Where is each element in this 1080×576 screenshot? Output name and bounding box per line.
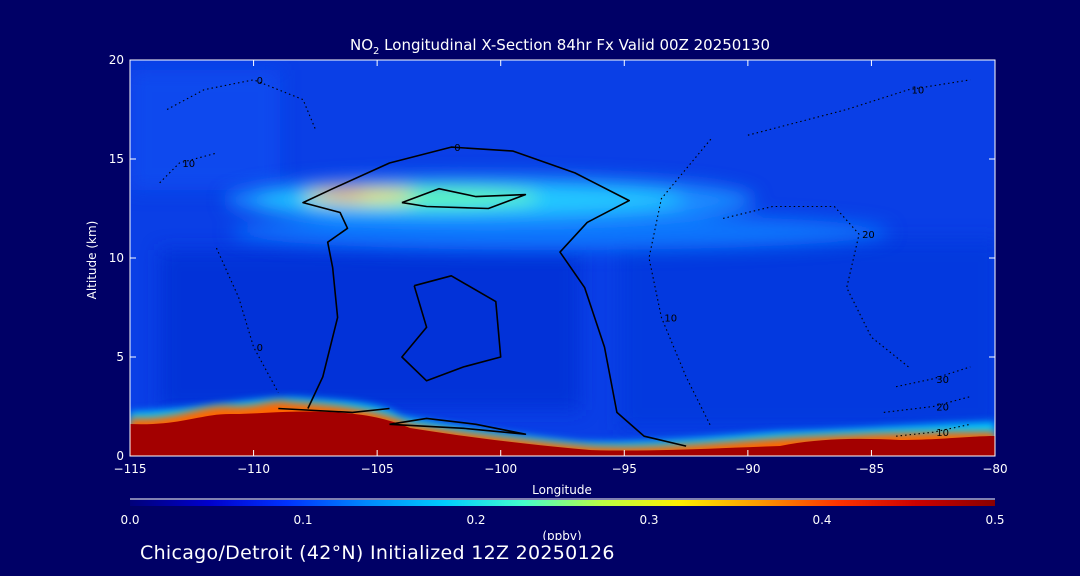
x-tick-label: −85 <box>859 462 884 476</box>
contour-label: 0 <box>257 76 263 87</box>
contour-label: 10 <box>182 159 195 170</box>
field-shading <box>130 70 995 430</box>
contour-dotted <box>896 423 971 437</box>
contour-solid <box>278 407 390 414</box>
contour-dotted <box>215 247 279 393</box>
field-upper-left <box>130 70 280 190</box>
colorbar-tick-label: 0.1 <box>293 513 312 527</box>
no2-cross-section-chart: NO2 Longitudinal X-Section 84hr Fx Valid… <box>85 36 1008 543</box>
field-darker-lower <box>160 250 580 410</box>
contour-lines: 0 0 10 0 10 20 10 30 20 10 <box>159 76 971 447</box>
colorbar-gradient <box>130 500 995 506</box>
contour-label: 20 <box>862 230 875 241</box>
contour-label: 10 <box>936 428 949 439</box>
contour-solid <box>389 417 527 436</box>
colorbar-ticks: 0.0 0.1 0.2 0.3 0.4 0.5 <box>120 513 1004 527</box>
x-axis-label: Longitude <box>532 483 592 497</box>
contour-label: 0 <box>454 143 460 154</box>
x-tick-label: −95 <box>612 462 637 476</box>
colorbar-tick-label: 0.0 <box>120 513 139 527</box>
contour-dotted <box>166 79 316 130</box>
x-tick-label: −105 <box>361 462 394 476</box>
x-axis: −115 −110 −105 −100 −95 −90 −85 −80 <box>114 60 1008 476</box>
x-tick-label: −100 <box>484 462 517 476</box>
surface-red <box>130 411 995 456</box>
contour-dotted <box>648 138 712 427</box>
y-tick-label: 0 <box>116 449 124 463</box>
colorbar-tick-label: 0.3 <box>639 513 658 527</box>
contour-label: 30 <box>936 375 949 386</box>
y-tick-label: 15 <box>109 152 124 166</box>
colorbar-tick-label: 0.4 <box>812 513 831 527</box>
contour-solid <box>302 146 687 447</box>
chart-title: NO2 Longitudinal X-Section 84hr Fx Valid… <box>350 36 770 57</box>
x-tick-label: −110 <box>237 462 270 476</box>
upper-plume <box>225 176 890 250</box>
x-tick-label: −115 <box>114 462 147 476</box>
title-prefix: NO <box>350 36 373 54</box>
contour-label: 20 <box>936 403 949 414</box>
colorbar: 0.0 0.1 0.2 0.3 0.4 0.5 (ppbv) <box>120 498 1005 543</box>
contour-label: 10 <box>664 313 677 324</box>
contour-solid <box>401 187 527 210</box>
colorbar-label: (ppbv) <box>542 529 581 540</box>
figure-caption: Chicago/Detroit (42°N) Initialized 12Z 2… <box>140 542 615 564</box>
plot-area: 0 0 10 0 10 20 10 30 20 10 <box>130 60 995 456</box>
plume-outer <box>230 214 890 250</box>
x-tick-label: −80 <box>982 462 1007 476</box>
contour-dotted <box>747 79 971 136</box>
y-tick-label: 10 <box>109 251 124 265</box>
y-tick-label: 5 <box>116 350 124 364</box>
title-subscript: 2 <box>373 46 379 57</box>
field-darker-right <box>620 240 995 430</box>
contour-dotted <box>883 396 971 413</box>
contour-dotted <box>159 152 217 184</box>
contour-dotted <box>895 366 971 388</box>
title-rest: Longitudinal X-Section 84hr Fx Valid 00Z… <box>379 36 770 54</box>
plume-orange <box>323 191 367 199</box>
x-tick-label: −90 <box>735 462 760 476</box>
y-axis-label: Altitude (km) <box>85 221 99 300</box>
contour-solid <box>401 274 502 382</box>
y-axis: 0 5 10 15 20 <box>109 53 995 463</box>
contour-label: 10 <box>912 86 925 97</box>
contour-dotted <box>722 205 909 368</box>
y-tick-label: 20 <box>109 53 124 67</box>
contour-label: 0 <box>257 343 263 354</box>
colorbar-tick-label: 0.2 <box>466 513 485 527</box>
colorbar-tick-label: 0.5 <box>985 513 1004 527</box>
